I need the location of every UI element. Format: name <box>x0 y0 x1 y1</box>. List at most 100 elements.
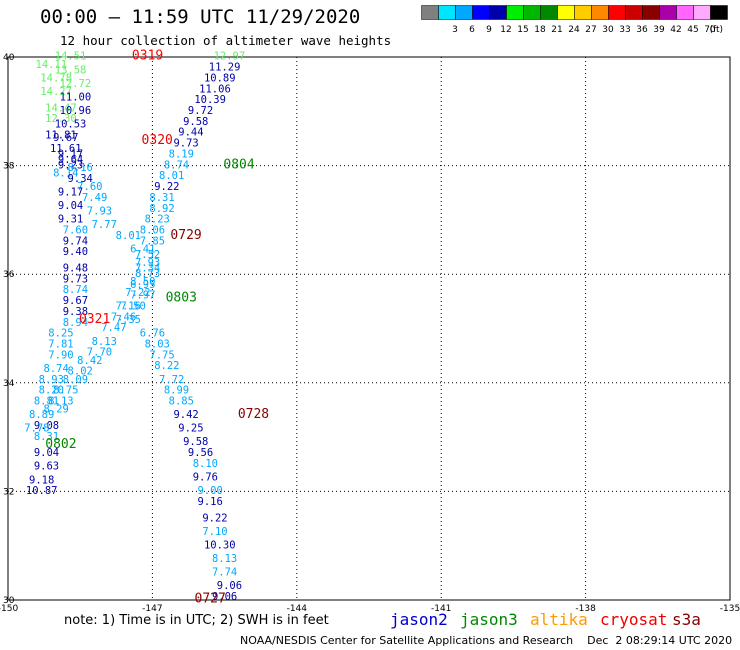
mission-legend-s3a: s3a <box>672 610 701 629</box>
y-tick-label: 34 <box>3 379 15 389</box>
wave-height-point: 8.92 <box>149 203 174 215</box>
wave-height-point: 8.50 <box>130 276 155 288</box>
wave-height-point: 9.16 <box>198 496 223 508</box>
y-tick-label: 36 <box>3 270 15 280</box>
y-tick-label: 30 <box>3 596 15 606</box>
wave-height-point: 12.72 <box>60 78 92 90</box>
chart-subtitle: 12 hour collection of altimeter wave hei… <box>60 33 392 48</box>
credit-line: NOAA/NESDIS Center for Satellite Applica… <box>240 634 733 647</box>
pass-time-label: 0804 <box>223 157 254 172</box>
wave-height-point: 8.89 <box>29 409 54 421</box>
wave-height-point: 8.01 <box>159 170 184 182</box>
wave-height-point: 9.44 <box>178 127 203 139</box>
color-scale-label: 33 <box>619 25 630 35</box>
y-tick-label: 32 <box>3 487 14 497</box>
color-scale-label: 30 <box>602 25 614 35</box>
wave-height-point: 7.50 <box>120 300 145 312</box>
wave-height-point: 9.74 <box>63 235 88 247</box>
pass-time-label: 0802 <box>45 437 76 452</box>
wave-height-point: 8.94 <box>63 317 88 329</box>
x-tick-label: -141 <box>431 604 451 614</box>
pass-time-label: 0729 <box>170 228 201 243</box>
grid-lines <box>8 57 730 600</box>
color-scale-label: 42 <box>670 25 681 35</box>
x-tick-label: -150 <box>0 604 18 614</box>
wave-height-point: 7.74 <box>212 567 237 579</box>
wave-height-point: 9.63 <box>34 461 59 473</box>
wave-height-point: 10.96 <box>60 105 92 117</box>
x-tick-label: -147 <box>142 604 162 614</box>
wave-height-point: 7.10 <box>202 526 227 538</box>
color-scale-label: 3 <box>452 25 458 35</box>
chart-title: 00:00 – 11:59 UTC 11/29/2020 <box>40 6 361 28</box>
wave-height-point: 8.13 <box>48 396 73 408</box>
wave-height-point: 9.73 <box>173 138 198 150</box>
wave-height-point: 8.25 <box>48 328 73 340</box>
color-scale-label: 12 <box>500 25 511 35</box>
wave-height-point: 7.77 <box>92 219 117 231</box>
wave-height-point: 9.72 <box>188 105 213 117</box>
wave-height-point: 9.42 <box>173 409 198 421</box>
pass-time-labels: 0319 0320 0804 0729 0803 0321 0728 0802 0727 <box>45 49 269 607</box>
wave-height-point: 7.93 <box>135 257 160 269</box>
wave-height-point: 11.29 <box>209 62 241 74</box>
color-scale-legend: 3 6 9 12 15 18 21 24 27 30 33 36 39 42 45 70(ft) <box>421 5 728 35</box>
wave-height-point: 9.31 <box>58 214 83 226</box>
wave-height-point: 7.90 <box>48 349 73 361</box>
wave-height-point: 9.48 <box>63 262 88 274</box>
wave-height-point: 9.38 <box>63 306 88 318</box>
wave-height-point: 7.35 <box>116 314 141 326</box>
wave-height-point: 8.29 <box>43 404 68 416</box>
wave-height-point: 14.27 <box>40 86 72 98</box>
wave-height-point: 8.31 <box>149 192 174 204</box>
wave-height-point: 9.67 <box>63 295 88 307</box>
wave-height-point: 6.95 <box>130 279 155 291</box>
wave-height-point: 7.81 <box>48 339 73 351</box>
color-scale-label: 70 <box>704 25 716 35</box>
wave-height-point: 7.49 <box>82 192 107 204</box>
wave-height-point: 9.58 <box>183 436 208 448</box>
wave-height-point: 8.73 <box>135 268 160 280</box>
wave-height-point: 7.85 <box>140 235 165 247</box>
wave-height-point: 9.64 <box>58 154 83 166</box>
wave-height-point: 7.16 <box>116 300 141 312</box>
wave-height-point: 8.19 <box>169 148 194 160</box>
wave-height-point: 8.31 <box>34 431 59 443</box>
mission-legend-jason2: jason2 <box>390 610 448 629</box>
wave-height-point: 8.10 <box>193 458 218 470</box>
wave-height-point: 10.53 <box>55 119 87 131</box>
wave-height-point: 8.74 <box>164 159 189 171</box>
wave-height-point: 9.17 <box>58 148 83 160</box>
wave-height-point: 8.16 <box>68 162 93 174</box>
wave-height-point: 7.22 <box>125 287 150 299</box>
wave-height-point: 11.00 <box>60 91 92 103</box>
wave-height-point: 9.34 <box>68 173 93 185</box>
pass-time-label: 0728 <box>238 407 269 422</box>
wave-height-point: 14.47 <box>45 102 77 114</box>
wave-height-point: 8.81 <box>34 396 59 408</box>
wave-height-point: 13.58 <box>55 64 87 76</box>
wave-height-point: 9.18 <box>29 474 54 486</box>
plot-frame <box>7 56 731 601</box>
wave-height-point: 9.06 <box>212 591 237 603</box>
color-scale-label: 21 <box>551 25 562 35</box>
pass-time-label: 0321 <box>79 312 110 327</box>
wave-height-point: 8.14 <box>53 167 78 179</box>
wave-height-point: 11.06 <box>199 83 231 95</box>
color-scale-label: 9 <box>486 25 492 35</box>
wave-height-point: 7.97 <box>130 290 155 302</box>
wave-height-point: 7.46 <box>111 311 136 323</box>
wave-height-point: 7.60 <box>77 181 102 193</box>
wave-height-point: 7.34 <box>135 262 160 274</box>
wave-height-point: 6.76 <box>140 328 165 340</box>
x-tick-label: -144 <box>287 604 308 614</box>
wave-height-point: 10.89 <box>204 72 236 84</box>
wave-height-point: 8.03 <box>145 339 170 351</box>
wave-height-point: 8.74 <box>63 284 88 296</box>
wave-height-point: 8.75 <box>53 385 78 397</box>
wave-height-point: 7.72 <box>159 374 184 386</box>
wave-height-point: 6.41 <box>130 243 155 255</box>
pass-time-label: 0727 <box>195 592 226 607</box>
wave-height-point: 9.23 <box>58 159 83 171</box>
